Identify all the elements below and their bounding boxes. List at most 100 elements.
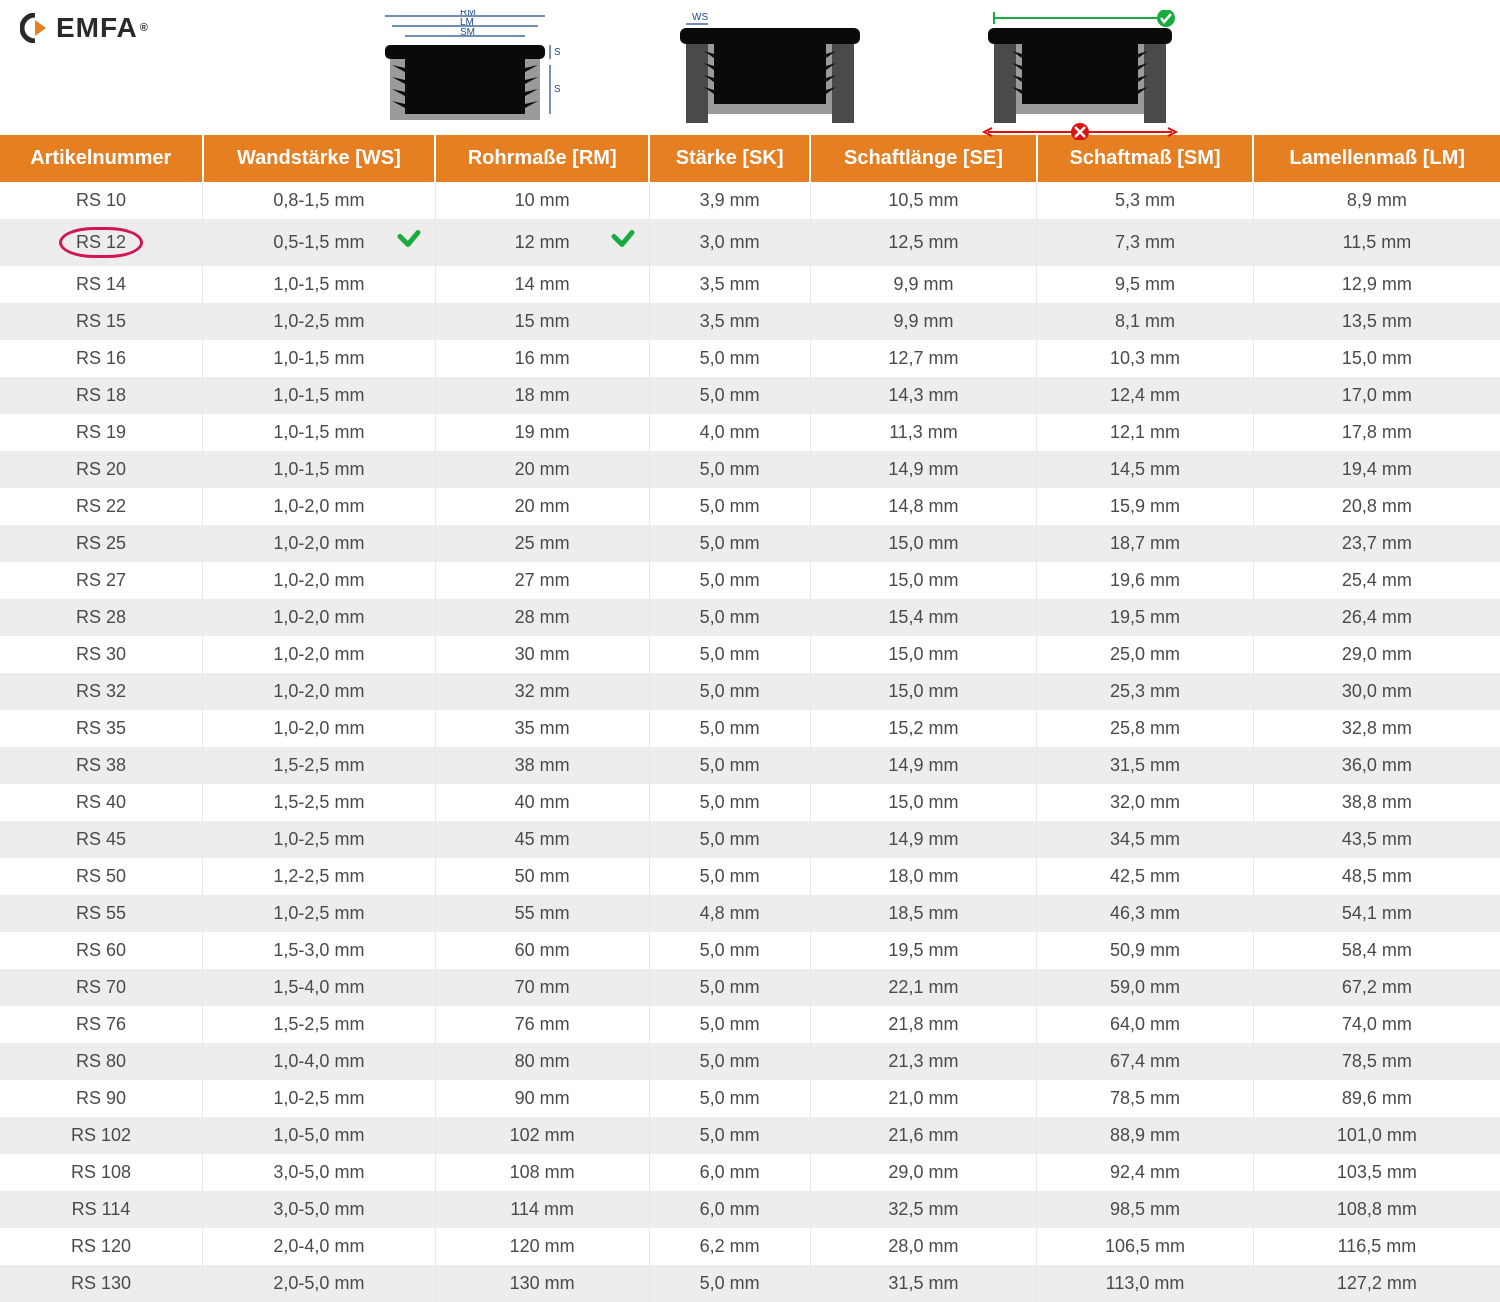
table-cell: 35 mm xyxy=(435,710,649,747)
table-cell: 130 mm xyxy=(435,1265,649,1302)
table-cell: 20 mm xyxy=(435,451,649,488)
table-cell: 25,3 mm xyxy=(1037,673,1254,710)
table-cell: 43,5 mm xyxy=(1253,821,1500,858)
table-cell: 14,9 mm xyxy=(810,451,1037,488)
table-cell: 116,5 mm xyxy=(1253,1228,1500,1265)
brand-name: EMFA xyxy=(56,12,138,44)
table-cell: 10 mm xyxy=(435,182,649,219)
table-cell: 103,5 mm xyxy=(1253,1154,1500,1191)
table-cell: 15,0 mm xyxy=(810,525,1037,562)
table-cell: 9,5 mm xyxy=(1037,266,1254,303)
table-cell: 127,2 mm xyxy=(1253,1265,1500,1302)
table-cell: 2,0-4,0 mm xyxy=(203,1228,436,1265)
brand-reg: ® xyxy=(140,22,149,34)
table-cell: 6,0 mm xyxy=(649,1154,810,1191)
table-cell: 26,4 mm xyxy=(1253,599,1500,636)
table-cell: 10,3 mm xyxy=(1037,340,1254,377)
table-cell: 11,5 mm xyxy=(1253,219,1500,266)
table-cell: 18,0 mm xyxy=(810,858,1037,895)
table-cell: 64,0 mm xyxy=(1037,1006,1254,1043)
table-row: RS 120,5-1,5 mm12 mm3,0 mm12,5 mm7,3 mm1… xyxy=(0,219,1500,266)
table-cell: 1,0-4,0 mm xyxy=(203,1043,436,1080)
table-cell: 3,0-5,0 mm xyxy=(203,1191,436,1228)
table-cell: 20 mm xyxy=(435,488,649,525)
table-row: RS 151,0-2,5 mm15 mm3,5 mm9,9 mm8,1 mm13… xyxy=(0,303,1500,340)
table-cell: RS 60 xyxy=(0,932,203,969)
table-row: RS 351,0-2,0 mm35 mm5,0 mm15,2 mm25,8 mm… xyxy=(0,710,1500,747)
check-icon xyxy=(397,227,421,258)
table-row: RS 401,5-2,5 mm40 mm5,0 mm15,0 mm32,0 mm… xyxy=(0,784,1500,821)
table-cell: 5,0 mm xyxy=(649,1080,810,1117)
table-cell: 25 mm xyxy=(435,525,649,562)
table-cell: 5,0 mm xyxy=(649,858,810,895)
header-area: EMFA ® RM LM SM xyxy=(0,0,1500,135)
table-cell: RS 20 xyxy=(0,451,203,488)
table-cell: 50,9 mm xyxy=(1037,932,1254,969)
table-row: RS 1302,0-5,0 mm130 mm5,0 mm31,5 mm113,0… xyxy=(0,1265,1500,1302)
table-cell: 1,0-1,5 mm xyxy=(203,340,436,377)
table-cell: 30 mm xyxy=(435,636,649,673)
table-row: RS 201,0-1,5 mm20 mm5,0 mm14,9 mm14,5 mm… xyxy=(0,451,1500,488)
table-cell: 5,0 mm xyxy=(649,488,810,525)
table-cell: RS 15 xyxy=(0,303,203,340)
table-cell: 1,5-2,5 mm xyxy=(203,1006,436,1043)
table-cell: 5,0 mm xyxy=(649,710,810,747)
table-cell: 14,3 mm xyxy=(810,377,1037,414)
table-cell: RS 27 xyxy=(0,562,203,599)
table-cell: RS 76 xyxy=(0,1006,203,1043)
table-cell: 1,0-1,5 mm xyxy=(203,266,436,303)
table-cell: 3,9 mm xyxy=(649,182,810,219)
table-cell: 17,0 mm xyxy=(1253,377,1500,414)
table-cell: 18 mm xyxy=(435,377,649,414)
table-cell: 5,3 mm xyxy=(1037,182,1254,219)
table-cell: 108 mm xyxy=(435,1154,649,1191)
table-cell: 15,0 mm xyxy=(1253,340,1500,377)
table-cell: RS 38 xyxy=(0,747,203,784)
table-cell: 101,0 mm xyxy=(1253,1117,1500,1154)
table-cell: 78,5 mm xyxy=(1253,1043,1500,1080)
table-cell: 55 mm xyxy=(435,895,649,932)
table-cell: 1,0-5,0 mm xyxy=(203,1117,436,1154)
table-cell: 18,7 mm xyxy=(1037,525,1254,562)
column-header: Lamellenmaß [LM] xyxy=(1253,135,1500,182)
table-cell: 108,8 mm xyxy=(1253,1191,1500,1228)
logo-mark-icon xyxy=(20,13,50,43)
table-cell: 4,8 mm xyxy=(649,895,810,932)
table-cell: 32,5 mm xyxy=(810,1191,1037,1228)
table-cell: 1,5-3,0 mm xyxy=(203,932,436,969)
table-cell: RS 14 xyxy=(0,266,203,303)
table-cell: 50 mm xyxy=(435,858,649,895)
table-cell: 25,8 mm xyxy=(1037,710,1254,747)
table-cell: 12 mm xyxy=(435,219,649,266)
svg-text:SK: SK xyxy=(554,47,560,58)
table-cell: 19,4 mm xyxy=(1253,451,1500,488)
table-row: RS 141,0-1,5 mm14 mm3,5 mm9,9 mm9,5 mm12… xyxy=(0,266,1500,303)
table-row: RS 1202,0-4,0 mm120 mm6,2 mm28,0 mm106,5… xyxy=(0,1228,1500,1265)
table-cell: 114 mm xyxy=(435,1191,649,1228)
table-cell: RS 90 xyxy=(0,1080,203,1117)
brand-logo: EMFA ® xyxy=(20,12,149,44)
table-cell: 12,5 mm xyxy=(810,219,1037,266)
table-cell: 1,5-2,5 mm xyxy=(203,784,436,821)
table-cell: 21,6 mm xyxy=(810,1117,1037,1154)
table-cell: 19 mm xyxy=(435,414,649,451)
table-cell: 18,5 mm xyxy=(810,895,1037,932)
table-cell: 113,0 mm xyxy=(1037,1265,1254,1302)
diagram-ws: WS xyxy=(680,10,860,130)
table-cell: RS 22 xyxy=(0,488,203,525)
table-cell: 98,5 mm xyxy=(1037,1191,1254,1228)
table-cell: 5,0 mm xyxy=(649,1043,810,1080)
table-row: RS 801,0-4,0 mm80 mm5,0 mm21,3 mm67,4 mm… xyxy=(0,1043,1500,1080)
table-row: RS 501,2-2,5 mm50 mm5,0 mm18,0 mm42,5 mm… xyxy=(0,858,1500,895)
table-cell: 25,4 mm xyxy=(1253,562,1500,599)
table-cell: 15,2 mm xyxy=(810,710,1037,747)
table-cell: 15,0 mm xyxy=(810,562,1037,599)
table-cell: 34,5 mm xyxy=(1037,821,1254,858)
column-header: Wandstärke [WS] xyxy=(203,135,436,182)
table-cell: 5,0 mm xyxy=(649,673,810,710)
table-cell: 1,0-1,5 mm xyxy=(203,451,436,488)
table-cell: RS 50 xyxy=(0,858,203,895)
table-cell: 5,0 mm xyxy=(649,451,810,488)
table-cell: 1,5-4,0 mm xyxy=(203,969,436,1006)
table-cell: RS 70 xyxy=(0,969,203,1006)
